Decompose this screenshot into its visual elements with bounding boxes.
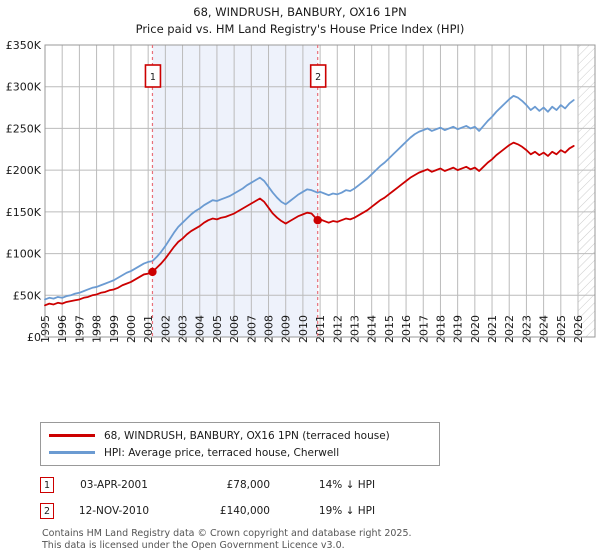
x-axis-tick-label: 2016	[400, 315, 413, 343]
y-axis-tick-label: £300K	[6, 81, 42, 94]
x-axis-tick-label: 2003	[177, 315, 190, 343]
y-axis-tick-label: £150K	[6, 206, 42, 219]
x-axis-tick-label: 2013	[348, 315, 361, 343]
legend-item-hpi: HPI: Average price, terraced house, Cher…	[49, 444, 431, 461]
x-axis-tick-label: 2025	[555, 315, 568, 343]
x-axis-tick-label: 2022	[503, 315, 516, 343]
x-axis-tick-label: 2008	[263, 315, 276, 343]
x-axis-tick-label: 1998	[91, 315, 104, 343]
plot-frame	[44, 44, 596, 338]
x-axis-tick-label: 2004	[194, 315, 207, 343]
chart-title-block: 68, WINDRUSH, BANBURY, OX16 1PN Price pa…	[0, 4, 600, 38]
transaction-marker-badge-2: 2	[40, 503, 54, 519]
x-axis-tick-label: 2019	[452, 315, 465, 343]
table-row[interactable]: 1 03-APR-2001 £78,000 14% ↓ HPI	[40, 472, 460, 498]
legend-line-swatch-hpi	[49, 451, 95, 454]
y-axis-tick-label: £350K	[6, 40, 42, 52]
x-axis-tick-label: 2007	[245, 315, 258, 343]
x-axis-tick-label: 2017	[417, 315, 430, 343]
transaction-date-2: 12-NOV-2010	[78, 505, 150, 517]
transaction-date-1: 03-APR-2001	[80, 479, 148, 491]
footer-line-1: Contains HM Land Registry data © Crown c…	[42, 528, 412, 539]
x-axis-tick-label: 2010	[297, 315, 310, 343]
y-axis-tick-label: £0	[27, 331, 41, 344]
transaction-marker-box[interactable]	[144, 64, 162, 88]
future-period-hatching	[578, 45, 595, 337]
transaction-marker-box[interactable]	[309, 64, 327, 88]
series-line-property	[44, 141, 575, 307]
y-axis-tick-label: £50K	[13, 289, 42, 302]
transaction-span-shading	[152, 45, 318, 337]
footer-line-2: This data is licensed under the Open Gov…	[42, 539, 345, 551]
data-series	[44, 94, 575, 307]
legend-label-hpi: HPI: Average price, terraced house, Cher…	[104, 446, 340, 459]
x-axis-tick-label: 2006	[228, 315, 241, 343]
x-axis-tick-label: 2015	[383, 315, 396, 343]
transaction-data-point[interactable]	[148, 267, 157, 277]
x-axis-tick-label: 2020	[469, 315, 482, 343]
legend-label-property: 68, WINDRUSH, BANBURY, OX16 1PN (terrace…	[104, 429, 390, 442]
y-axis-tick-label: £200K	[6, 164, 42, 177]
legend-line-swatch-property	[49, 434, 95, 437]
table-row[interactable]: 2 12-NOV-2010 £140,000 19% ↓ HPI	[40, 498, 460, 524]
transaction-marker-badge-1: 1	[40, 477, 54, 493]
x-axis-tick-label: 2026	[572, 315, 585, 343]
x-axis-tick-label: 2018	[434, 315, 447, 343]
x-axis-tick-label: 2014	[366, 315, 379, 343]
transaction-marker-number: 2	[315, 72, 321, 83]
price-history-line-chart: £0 £50K £100K £150K £200K £250K £300K £350K 199…	[6, 40, 596, 344]
x-axis-tick-label: 2012	[331, 315, 344, 343]
transaction-data-point[interactable]	[313, 216, 322, 225]
y-axis-tick-label: £250K	[6, 122, 42, 135]
transaction-price-2: £140,000	[219, 505, 270, 517]
x-axis-tick-label: 2005	[211, 315, 224, 343]
x-axis-tick-label: 2000	[125, 315, 138, 343]
series-line-hpi	[44, 94, 575, 301]
x-axis-tick-label: 2021	[486, 315, 499, 343]
transactions-table: 1 03-APR-2001 £78,000 14% ↓ HPI 2 12-NOV…	[40, 472, 460, 524]
x-axis-tick-label: 2002	[159, 315, 172, 343]
y-axis-labels: £0 £50K £100K £150K £200K £250K £300K £350K	[6, 40, 42, 344]
y-axis-tick-label: £100K	[6, 248, 42, 261]
x-axis-tick-label: 1997	[73, 315, 86, 343]
chart-legend: 68, WINDRUSH, BANBURY, OX16 1PN (terrace…	[40, 422, 440, 466]
x-axis-tick-label: 2024	[538, 315, 551, 343]
transaction-hpi-delta-2: 19% ↓ HPI	[318, 505, 376, 517]
x-axis-tick-label: 2011	[314, 315, 327, 343]
x-axis-tick-label: 2009	[280, 315, 293, 343]
x-axis-tick-label: 1999	[108, 315, 121, 343]
page-subtitle: Price paid vs. HM Land Registry's House …	[135, 22, 465, 36]
copyright-footer: Contains HM Land Registry data © Crown c…	[42, 528, 582, 551]
x-axis-tick-label: 2001	[142, 315, 155, 343]
transaction-marker-number: 1	[150, 72, 156, 83]
transaction-price-1: £78,000	[226, 479, 270, 491]
transaction-hpi-delta-1: 14% ↓ HPI	[318, 479, 376, 491]
page-title: 68, WINDRUSH, BANBURY, OX16 1PN	[193, 5, 407, 19]
x-axis-tick-label: 1996	[56, 315, 69, 343]
chart-plot-area: £0 £50K £100K £150K £200K £250K £300K £350K 199…	[0, 40, 600, 375]
x-axis-tick-label: 2023	[520, 315, 533, 343]
legend-item-property: 68, WINDRUSH, BANBURY, OX16 1PN (terrace…	[49, 427, 431, 444]
